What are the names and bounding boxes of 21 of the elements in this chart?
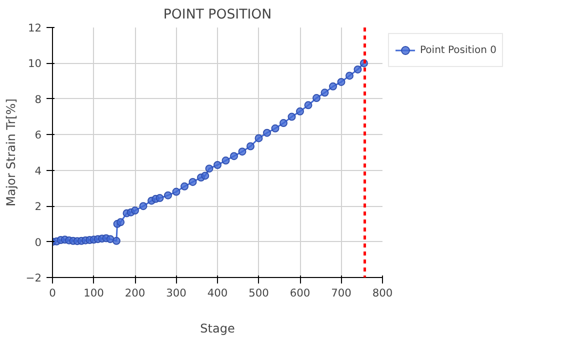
y-axis-title: Major Strain Tr[%]	[4, 98, 18, 206]
x-tick-label: 700	[331, 286, 352, 300]
y-tick-label: 2	[34, 200, 42, 214]
y-tick-label: 6	[34, 128, 42, 142]
y-tick-label: 10	[28, 57, 42, 70]
x-tick-label: 400	[207, 286, 228, 300]
x-tick-label: 300	[166, 286, 187, 300]
y-tick-label: 8	[34, 92, 42, 106]
chart-title: POINT POSITION	[163, 8, 272, 22]
x-axis-title: Stage	[200, 322, 235, 336]
y-tick-label: 12	[28, 22, 42, 34]
x-tick-label: 100	[84, 286, 104, 300]
x-tick-label: 500	[248, 286, 270, 300]
y-tick-label: 0	[34, 236, 42, 249]
x-tick-label: 800	[372, 286, 393, 300]
y-tick-label: 4	[34, 164, 42, 178]
x-tick-label: 600	[290, 286, 310, 300]
x-tick-label: 0	[49, 286, 56, 300]
x-tick-label: 200	[124, 286, 146, 300]
legend-label: Point Position 0	[420, 44, 496, 56]
y-tick-label: −2	[26, 272, 42, 284]
